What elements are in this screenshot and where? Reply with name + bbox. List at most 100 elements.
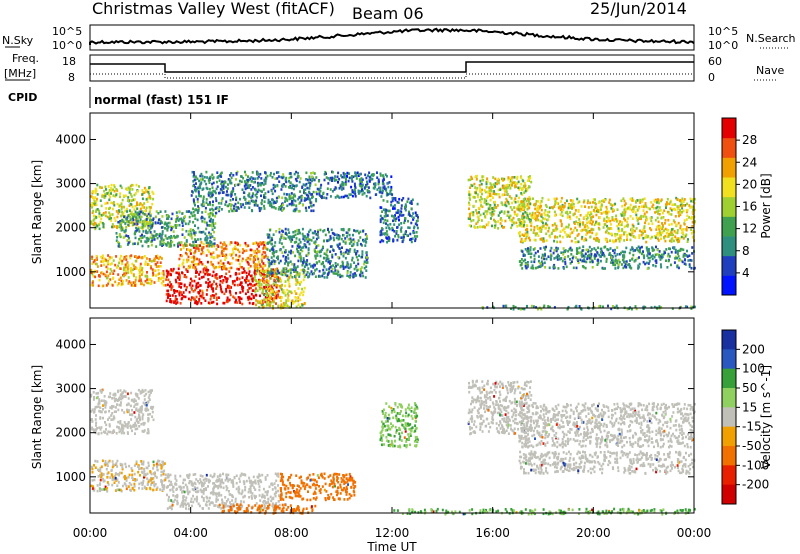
heatmap-cell [176,290,179,293]
heatmap-cell [658,212,661,216]
heatmap-cell [200,302,203,305]
heatmap-cell [301,260,304,264]
heatmap-cell [294,282,297,286]
heatmap-cell [174,289,177,293]
heatmap-cell [124,229,127,232]
heatmap-cell [413,235,416,238]
heatmap-cell [685,233,688,237]
heatmap-cell [204,265,207,268]
heatmap-cell [522,219,525,222]
heatmap-cell [178,278,181,281]
heatmap-cell [281,183,284,187]
heatmap-cell [500,210,503,213]
heatmap-cell [327,239,330,242]
heatmap-cell [357,192,360,195]
heatmap-cell [95,197,98,201]
heatmap-cell [189,234,192,237]
heatmap-cell [96,193,99,196]
heatmap-cell [251,209,254,213]
heatmap-cell [193,173,196,176]
heatmap-cell [196,271,199,274]
heatmap-cell [393,223,396,226]
heatmap-cell [676,229,679,232]
heatmap-cell [672,219,675,222]
heatmap-cell [235,178,237,181]
heatmap-cell [121,226,124,230]
heatmap-cell [294,275,297,279]
heatmap-cell [211,193,214,197]
heatmap-cell [275,283,277,287]
heatmap-cell [167,242,170,246]
heatmap-cell [364,244,367,247]
heatmap-cell [149,208,152,211]
heatmap-cell [386,200,389,203]
heatmap-cell [298,231,301,235]
heatmap-cell [656,225,659,229]
heatmap-cell [608,253,611,256]
heatmap-cell [141,223,144,226]
heatmap-cell [348,228,351,231]
heatmap-cell [379,191,382,194]
heatmap-cell [351,189,354,192]
heatmap-cell [131,268,134,272]
heatmap-cell [181,228,184,231]
heatmap-cell [272,183,275,187]
heatmap-cell [528,179,531,182]
heatmap-cell [207,268,210,272]
heatmap-cell [185,210,188,213]
heatmap-cell [267,285,270,289]
heatmap-cell [102,213,105,216]
heatmap-cell [178,223,181,227]
heatmap-cell [591,222,593,226]
heatmap-cell [190,286,193,290]
heatmap-cell [385,222,387,225]
heatmap-cell [511,182,514,185]
heatmap-cell [602,211,605,214]
heatmap-cell [382,186,385,189]
heatmap-cell [208,224,211,227]
heatmap-cell [526,186,529,190]
heatmap-cell [621,204,624,208]
heatmap-cell [95,254,98,258]
heatmap-cell [181,271,183,274]
heatmap-cell [215,292,218,296]
heatmap-cell [302,268,305,271]
heatmap-cell [184,222,187,226]
heatmap-cell [660,216,663,220]
heatmap-cell [185,275,188,279]
heatmap-cell [342,187,345,190]
heatmap-cell [487,191,490,195]
heatmap-cell [319,250,322,253]
heatmap-cell [92,198,95,201]
heatmap-cell [516,182,519,185]
heatmap-cell [248,186,251,189]
heatmap-cell [276,290,279,293]
heatmap-cell [120,205,123,209]
heatmap-cell [269,291,272,295]
heatmap-cell [659,231,662,235]
heatmap-cell [199,174,202,178]
heatmap-cell [590,228,593,232]
heatmap-cell [136,203,138,207]
heatmap-cell [603,253,605,257]
heatmap-cell [670,229,673,233]
heatmap-cell [205,293,208,296]
heatmap-cell [292,196,295,200]
heatmap-cell [267,198,270,202]
heatmap-cell [355,265,358,269]
heatmap-cell [404,205,406,209]
heatmap-cell [561,259,564,263]
heatmap-cell [246,260,249,264]
heatmap-cell [509,219,512,222]
heatmap-cell [299,252,302,255]
heatmap-cell [645,210,648,214]
heatmap-cell [162,283,165,287]
heatmap-cell [252,258,255,261]
heatmap-cell [190,256,193,259]
heatmap-cell [120,226,123,229]
heatmap-cell [322,245,324,249]
heatmap-cell [117,220,120,224]
heatmap-cell [386,223,389,227]
heatmap-cell [200,276,203,279]
heatmap-cell [116,240,119,244]
